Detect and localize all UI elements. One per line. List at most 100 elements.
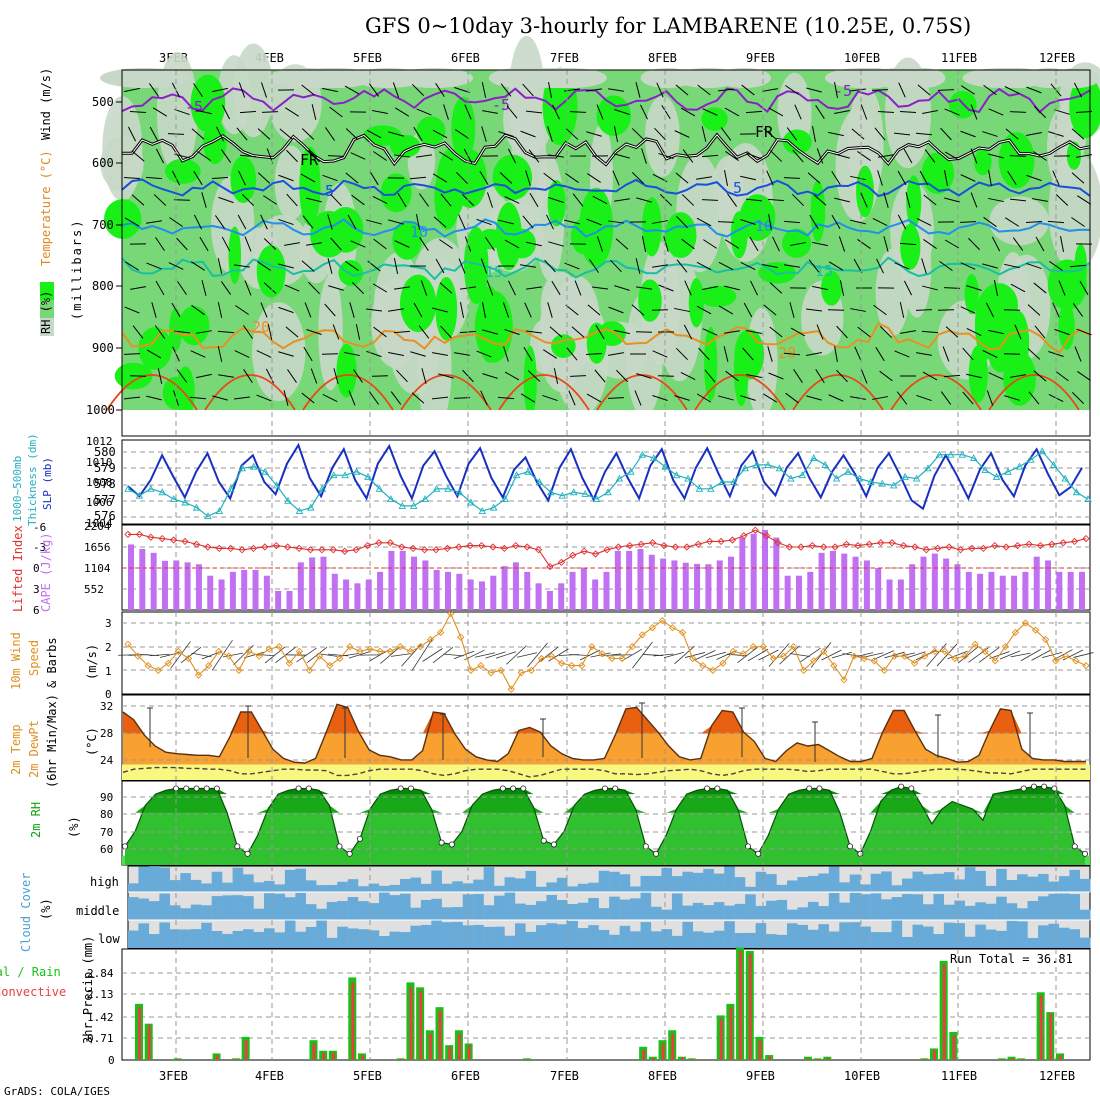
wind-barb: [440, 325, 452, 339]
cape-bar: [411, 556, 418, 610]
thickness-point: [444, 484, 452, 492]
wind-barb: [586, 393, 602, 403]
wind-barb: [432, 129, 448, 139]
cloud-block: [169, 905, 181, 920]
cloud-block: [1079, 878, 1091, 892]
cloud-block: [912, 924, 924, 948]
wind-barb: [944, 197, 960, 203]
cloud-block: [1079, 937, 1091, 948]
thickness-point: [581, 490, 589, 497]
rh-point: [397, 785, 404, 792]
wind-barb: [808, 259, 820, 273]
wind-tick: 1: [105, 665, 112, 678]
wind-barb: [720, 127, 732, 141]
wind-barb: [234, 396, 250, 400]
cloud-block: [766, 934, 777, 948]
wind-speed-point: [507, 685, 515, 693]
wind-speed-point: [931, 647, 939, 656]
cape-bar: [795, 575, 802, 610]
cloud-block: [1048, 893, 1060, 920]
thickness-point: [935, 450, 944, 458]
wind-barb: [717, 88, 735, 92]
wind-barb: [807, 172, 821, 184]
lifted-index-point: [626, 541, 634, 550]
cloud-block: [389, 884, 401, 892]
wind-barb: [480, 258, 488, 274]
cloud-block: [274, 893, 286, 920]
wind-speed-point: [245, 647, 253, 656]
cloud-block: [1079, 909, 1091, 920]
cape-bar: [365, 579, 372, 610]
rh-point: [847, 843, 854, 850]
wind-barb: [1054, 328, 1070, 336]
thickness-point: [638, 450, 647, 458]
cape-bar: [1022, 571, 1029, 610]
cloud-block: [1006, 903, 1018, 920]
rh-high-patch: [336, 344, 357, 398]
rh-high-patch: [782, 129, 812, 155]
cape-bar: [150, 552, 157, 610]
lifted-index-label: Lifted Index: [11, 525, 25, 612]
thickness-point: [478, 507, 487, 514]
cloud-block: [703, 868, 714, 892]
wind-barb: [498, 219, 514, 225]
wind-barb: [234, 264, 250, 268]
cloud-block: [1006, 879, 1018, 892]
lifted-index-point: [512, 541, 520, 550]
wind10m-barb: [1031, 649, 1052, 661]
wind-barb: [124, 217, 140, 227]
lifted-index-point: [158, 534, 166, 543]
contour-25: [792, 374, 884, 411]
cloud-block: [473, 924, 484, 948]
wind-barb: [656, 82, 664, 98]
wind10m-barb: [306, 646, 328, 664]
wind-barb: [504, 371, 520, 381]
lifted-index-point: [341, 547, 349, 555]
cloud-block: [222, 895, 233, 920]
cloud-block: [619, 925, 631, 948]
thickness-point: [489, 503, 498, 511]
wind-barb: [546, 214, 554, 230]
wind-barb: [302, 215, 314, 229]
lifted-index-point: [842, 540, 851, 548]
wind-barb: [149, 126, 159, 142]
lifted-index-point: [375, 539, 383, 547]
cloud-block: [462, 925, 474, 948]
wind-speed-point: [447, 609, 455, 618]
cloud-block: [828, 866, 840, 892]
cape-bar: [671, 560, 678, 610]
wind-barb: [146, 349, 162, 359]
cloud-block: [807, 901, 819, 920]
wind-barb: [988, 170, 992, 186]
cloud-block: [284, 897, 296, 920]
cloud-block: [828, 931, 840, 948]
wind-barb: [479, 170, 489, 186]
lifted-index-point: [740, 532, 748, 540]
cape-bar: [354, 583, 361, 610]
wind-barb: [212, 87, 228, 93]
lifted-index-point: [352, 546, 360, 554]
cape-bar: [716, 560, 723, 610]
wind-barb: [410, 351, 426, 357]
wind-barb: [306, 242, 322, 246]
rh-point: [336, 843, 343, 850]
cape-bar: [546, 590, 553, 610]
cloud-block: [598, 908, 610, 920]
wind-barb: [806, 352, 822, 356]
wind-barb: [1033, 370, 1047, 382]
contour-25: [106, 374, 198, 411]
wind-barb: [793, 369, 803, 383]
cloud-block: [494, 926, 505, 948]
wind-barb: [151, 302, 157, 318]
wind-speed-point: [477, 661, 485, 670]
wind-barb: [945, 326, 959, 338]
cloud-block: [922, 904, 934, 920]
rh-high-patch: [821, 270, 842, 306]
wind-speed-point: [941, 647, 949, 656]
wind-barb: [1055, 370, 1069, 382]
lifted-index-point: [945, 543, 953, 551]
wind-barb: [267, 324, 273, 340]
date-label-bottom: 5FEB: [353, 1069, 382, 1083]
wind-barb: [394, 154, 410, 158]
rh-point: [642, 843, 649, 850]
